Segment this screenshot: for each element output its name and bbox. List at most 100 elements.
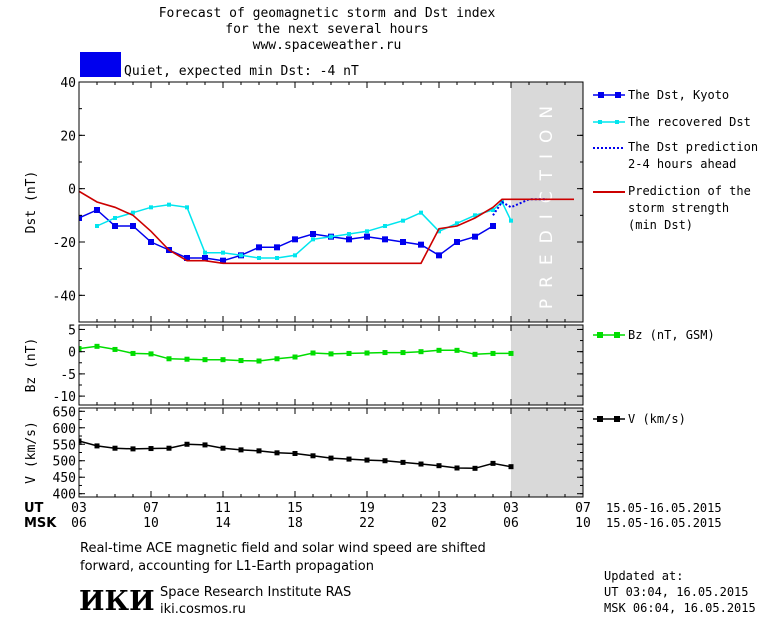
kyoto-point [274, 244, 280, 251]
recovered-point [149, 205, 153, 210]
speed-point [220, 445, 226, 451]
v-prediction-band [511, 408, 583, 497]
legend-prediction-label-2: 2-4 hours ahead [628, 157, 736, 171]
bz-point [472, 351, 478, 357]
x-tick-msk: 10 [575, 516, 591, 531]
recovered-point [401, 218, 405, 223]
iki-logo: ИКИ [79, 586, 155, 617]
recovered-point [311, 237, 315, 242]
v-frame [78, 407, 584, 498]
kyoto-point [436, 252, 442, 259]
kyoto-point [202, 255, 208, 261]
x-tick-ut: 03 [503, 501, 519, 516]
bz-ytick-label: 0 [68, 346, 76, 361]
bz-point [454, 347, 460, 353]
legend-bz-label: Bz (nT, GSM) [628, 328, 715, 342]
kyoto-point [346, 236, 352, 243]
recovered-point [491, 208, 495, 212]
v-ylabel: V (km/s) [24, 421, 39, 484]
institute-site: iki.cosmos.ru [160, 602, 246, 617]
recovered-point [275, 256, 279, 260]
kyoto-point [94, 207, 100, 213]
bz-panel: 5 0 -5 -10 Bz (nT) [24, 323, 584, 406]
x-tick-msk: 06 [71, 516, 87, 531]
dst-ytick-label: -40 [53, 289, 76, 304]
recovered-point [221, 250, 225, 255]
bz-point [79, 346, 82, 352]
recovered-point [455, 221, 459, 226]
dst-ytick-label: 20 [60, 129, 76, 144]
x-tick-ut: 07 [575, 501, 591, 516]
bz-point [130, 350, 136, 356]
kyoto-point [454, 239, 460, 245]
iki-logo-text: ИКИ [79, 586, 155, 617]
storm-strength-line [79, 190, 574, 265]
speed-point [364, 457, 370, 463]
x-tick-msk: 22 [359, 516, 375, 531]
speed-point [148, 446, 154, 452]
kyoto-point [418, 241, 424, 248]
v-ytick-label: 450 [53, 471, 76, 486]
recovered-point [509, 218, 513, 223]
bz-point [112, 346, 118, 352]
x-tick-ut: 11 [215, 501, 231, 516]
chart-title-line-3: www.spaceweather.ru [253, 38, 402, 53]
bz-ylabel: Bz (nT) [24, 338, 39, 393]
legend-v: V (km/s) [593, 412, 686, 426]
speed-point [400, 459, 406, 465]
bz-point [400, 350, 406, 356]
x-tick-msk: 18 [287, 516, 303, 531]
v-ytick-label: 600 [53, 422, 76, 437]
recovered-point [347, 232, 351, 236]
x-tick-ut: 03 [71, 501, 87, 516]
kyoto-point [472, 233, 478, 240]
speed-point [94, 443, 100, 449]
x-range-msk: 15.05-16.05.2015 [606, 516, 722, 530]
recovered-point [239, 253, 243, 258]
bz-point [328, 351, 334, 357]
bz-frame [78, 324, 584, 406]
x-tick-ut: 07 [143, 501, 159, 516]
speed-point [328, 455, 334, 461]
bz-ytick-label: -10 [53, 390, 76, 405]
status-text: Quiet, expected min Dst: -4 nT [124, 64, 359, 79]
kyoto-point [400, 239, 406, 245]
kyoto-point [382, 236, 388, 243]
x-tick-msk: 14 [215, 516, 231, 531]
recovered-point [437, 229, 441, 234]
bz-point [382, 350, 388, 356]
chart-title-line-1: Forecast of geomagnetic storm and Dst in… [159, 6, 496, 21]
speed-point [202, 442, 208, 448]
bz-point [310, 350, 316, 356]
x-range-ut: 15.05-16.05.2015 [606, 501, 722, 515]
prediction-band-label: PREDICTION [537, 95, 557, 309]
updated-ut: UT 03:04, 16.05.2015 [604, 585, 749, 599]
x-tick-msk: 02 [431, 516, 447, 531]
x-tick-msk: 06 [503, 516, 519, 531]
kyoto-line [79, 209, 494, 262]
kyoto-point [220, 257, 226, 264]
speed-point [274, 450, 280, 456]
bz-ytick-label: -5 [60, 368, 76, 383]
legend-storm-label-1: Prediction of the [628, 184, 751, 198]
legend-bz: Bz (nT, GSM) [593, 328, 715, 342]
kyoto-point [490, 223, 496, 229]
v-ytick-label: 550 [53, 438, 76, 453]
x-tick-msk: 10 [143, 516, 159, 531]
kyoto-point [256, 244, 262, 251]
kyoto-point [364, 233, 370, 240]
bz-point [166, 356, 172, 362]
x-tick-ut: 23 [431, 501, 447, 516]
speed-point [382, 458, 388, 464]
v-ytick-label: 650 [53, 405, 76, 420]
kyoto-point [184, 255, 190, 261]
recovered-point [203, 250, 207, 255]
recovered-point [293, 253, 297, 258]
bz-point [490, 350, 496, 356]
dst-panel: PREDICTION 40 20 0 -20 -40 Dst (nT) [24, 76, 584, 323]
speed-point [418, 461, 424, 467]
bz-point [94, 343, 100, 349]
recovered-point [473, 213, 477, 218]
speed-point [256, 448, 262, 454]
speed-point [79, 438, 82, 444]
